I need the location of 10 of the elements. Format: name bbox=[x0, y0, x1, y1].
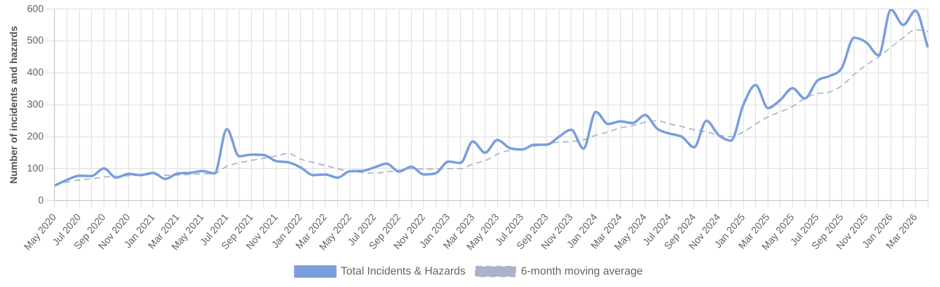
legend-label: 6-month moving average bbox=[521, 266, 643, 278]
y-tick-label: 600 bbox=[26, 4, 44, 15]
y-axis-title: Number of incidents and hazards bbox=[8, 25, 20, 184]
y-tick-label: 300 bbox=[26, 100, 44, 111]
y-tick-label: 100 bbox=[26, 163, 44, 174]
legend-label: Total Incidents & Hazards bbox=[340, 266, 466, 278]
y-tick-label: 0 bbox=[38, 195, 44, 206]
y-tick-label: 400 bbox=[26, 68, 44, 79]
y-tick-label: 500 bbox=[26, 36, 44, 47]
y-tick-label: 200 bbox=[26, 132, 44, 143]
